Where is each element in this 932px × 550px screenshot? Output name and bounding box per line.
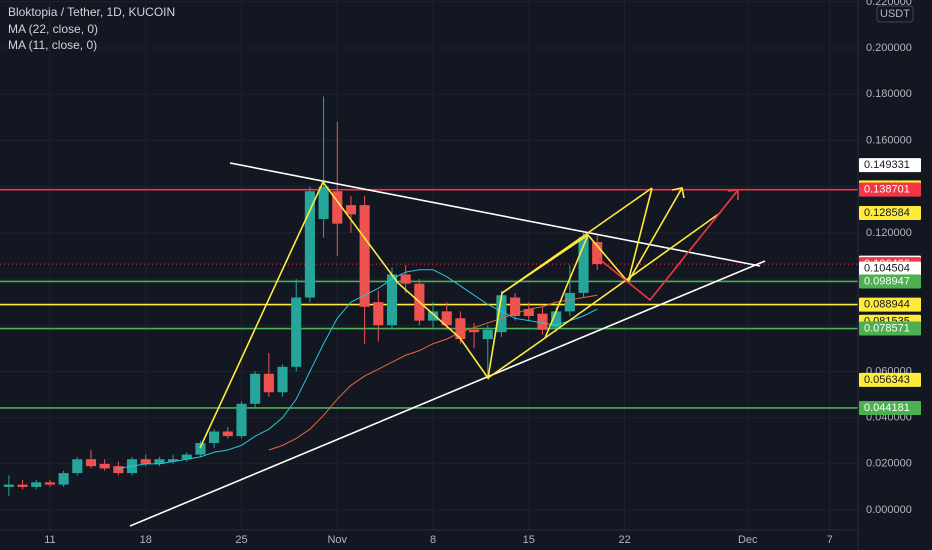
price-label: 0.088944 bbox=[864, 298, 910, 310]
candle-body bbox=[386, 274, 398, 326]
candle-body bbox=[564, 292, 575, 312]
x-tick-label: 22 bbox=[618, 534, 630, 546]
candle-body bbox=[469, 329, 480, 333]
price-label: 0.044181 bbox=[864, 402, 910, 414]
arrow bbox=[627, 187, 683, 283]
price-label-bg bbox=[859, 261, 921, 276]
candle-body bbox=[99, 463, 110, 469]
price-label: 0.128584 bbox=[864, 207, 910, 219]
candle-body bbox=[58, 473, 69, 485]
candle-body bbox=[400, 274, 411, 284]
price-label: 0.138701 bbox=[864, 184, 910, 196]
x-tick-label: 25 bbox=[235, 534, 247, 546]
candle-body bbox=[482, 329, 493, 340]
candle-body bbox=[3, 484, 14, 487]
candle-body bbox=[291, 297, 302, 367]
x-tick-label: 18 bbox=[140, 534, 152, 546]
drawings bbox=[129, 162, 766, 527]
x-tick-label: 7 bbox=[827, 534, 833, 546]
candle-body bbox=[277, 366, 288, 393]
candle-body bbox=[427, 311, 439, 321]
y-tick-label: 0.120000 bbox=[866, 227, 912, 239]
unit-box bbox=[876, 5, 914, 23]
price-label: 0.056343 bbox=[864, 374, 910, 386]
candle-body bbox=[195, 443, 206, 455]
price-label-bg bbox=[859, 274, 921, 289]
candle-body bbox=[222, 431, 233, 437]
candle-body bbox=[510, 297, 521, 317]
arrow bbox=[597, 189, 739, 302]
candle-body bbox=[140, 459, 151, 464]
price-label-bg bbox=[859, 400, 921, 415]
candle-body bbox=[359, 205, 370, 307]
price-label-bg bbox=[859, 321, 921, 336]
channel-line bbox=[501, 187, 653, 294]
candle-body bbox=[592, 242, 603, 265]
price-lines bbox=[0, 188, 858, 409]
x-tick-label: 15 bbox=[523, 534, 535, 546]
candle-body bbox=[72, 459, 83, 474]
x-tick-label: 8 bbox=[430, 534, 436, 546]
candle-body bbox=[332, 191, 343, 224]
candle-body bbox=[441, 311, 452, 326]
price-label: 0.149331 bbox=[864, 159, 910, 171]
candle-body bbox=[17, 484, 28, 487]
candle-body bbox=[318, 186, 329, 219]
moving-average bbox=[268, 294, 598, 451]
candle-body bbox=[263, 373, 274, 393]
price-label-bg bbox=[859, 158, 921, 173]
arrow-head bbox=[727, 189, 739, 200]
price-label: 0.078571 bbox=[864, 322, 910, 334]
price-label: 0.104504 bbox=[864, 263, 910, 275]
x-tick-label: 11 bbox=[44, 534, 55, 546]
y-tick-label: 0.220000 bbox=[866, 0, 912, 8]
y-tick-label: 0.020000 bbox=[866, 458, 912, 470]
candle-body bbox=[31, 482, 42, 487]
price-label: 0.098947 bbox=[864, 275, 910, 287]
price-label-bg bbox=[859, 297, 921, 312]
candle-body bbox=[373, 302, 384, 326]
candle-body bbox=[496, 295, 507, 333]
legend-entry: MA (11, close, 0) bbox=[8, 38, 97, 52]
chart-title: Bloktopia / Tether, 1D, KUCOIN bbox=[8, 5, 175, 19]
price-label-bg bbox=[859, 206, 921, 221]
grid bbox=[0, 0, 858, 530]
candle-body bbox=[44, 482, 56, 485]
unit: USDT bbox=[880, 8, 910, 20]
axis-labels: 0.0000000.0200000.0400000.0600000.080000… bbox=[44, 0, 921, 546]
candle-body bbox=[113, 466, 124, 474]
candle-body bbox=[551, 311, 562, 328]
y-tick-label: 0.180000 bbox=[866, 88, 912, 100]
candles bbox=[3, 96, 603, 497]
candle-body bbox=[181, 454, 192, 460]
candle-body bbox=[578, 237, 589, 293]
candle-body bbox=[345, 205, 357, 215]
y-tick-label: 0.160000 bbox=[866, 134, 912, 146]
trend-line bbox=[229, 162, 761, 267]
candle-body bbox=[85, 459, 97, 467]
x-tick-label: Nov bbox=[327, 534, 347, 546]
candle-body bbox=[168, 459, 179, 462]
y-tick-label: 0.000000 bbox=[866, 504, 912, 516]
candle-body bbox=[304, 191, 315, 298]
legend-entry: MA (22, close, 0) bbox=[8, 22, 98, 36]
x-tick-label: Dec bbox=[738, 534, 758, 546]
trend-line bbox=[129, 260, 766, 527]
candle-body bbox=[236, 403, 247, 437]
candle-body bbox=[154, 459, 165, 464]
moving-average bbox=[118, 269, 598, 469]
price-label-bg bbox=[859, 372, 921, 387]
candle-body bbox=[455, 318, 466, 340]
price-label-bg bbox=[859, 182, 921, 197]
candle-body bbox=[250, 373, 261, 404]
candle-body bbox=[209, 431, 220, 444]
arrow-head bbox=[671, 187, 685, 199]
candle-body bbox=[523, 309, 534, 317]
y-tick-label: 0.200000 bbox=[866, 42, 912, 54]
candle-body bbox=[537, 313, 548, 330]
